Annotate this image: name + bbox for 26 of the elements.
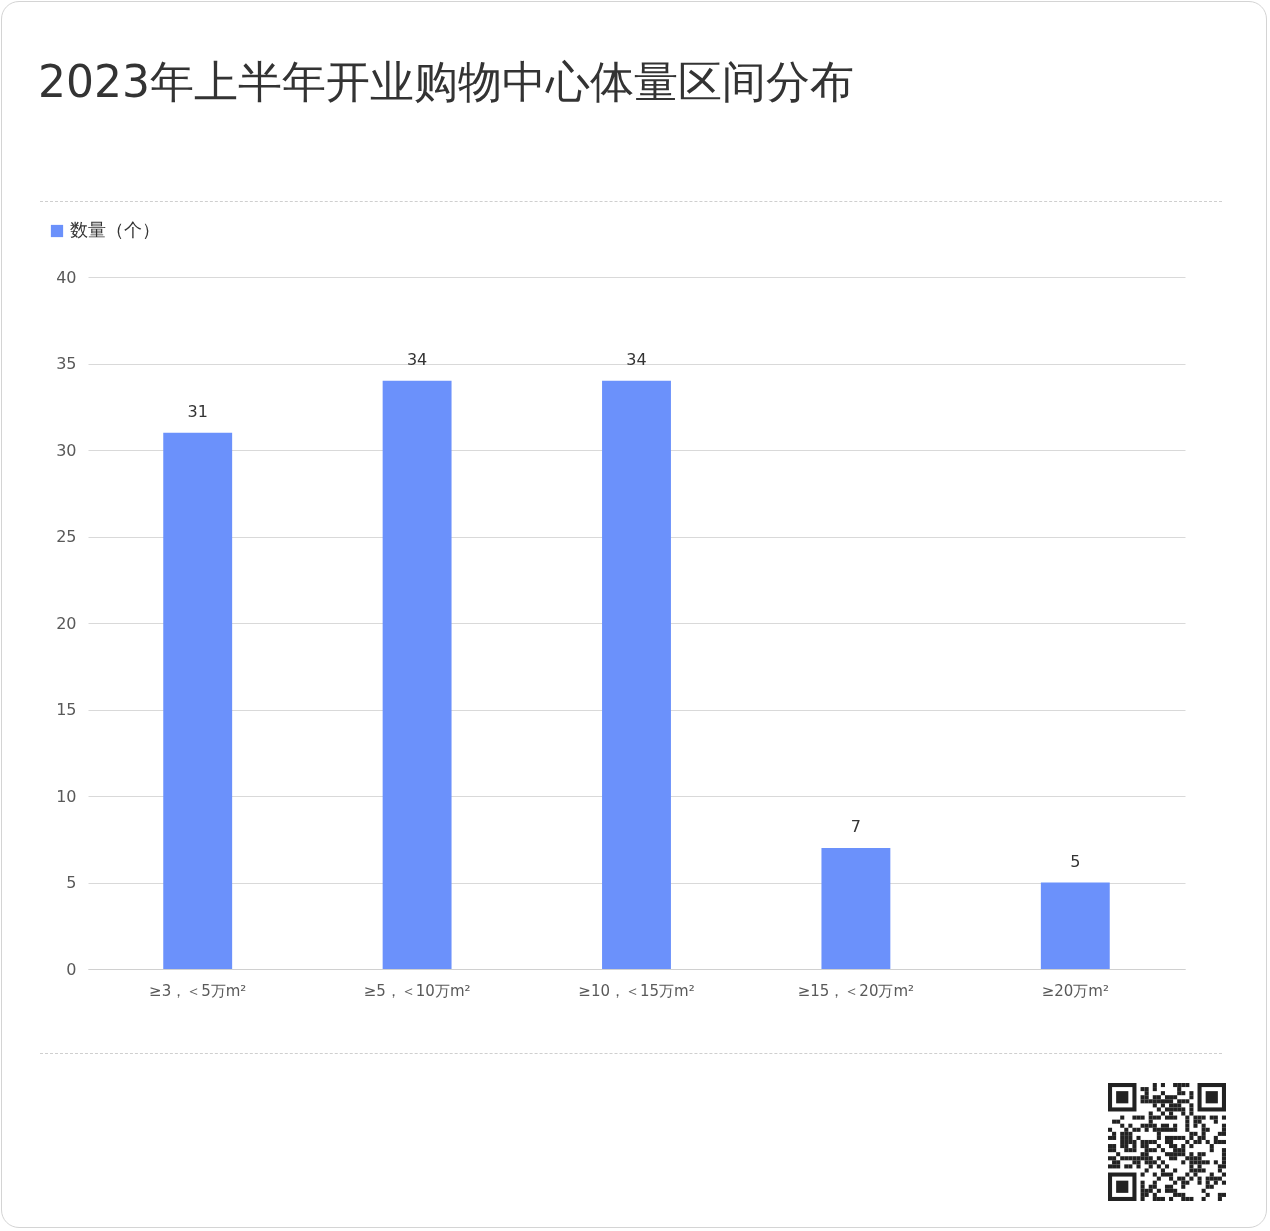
bar: [821, 847, 891, 969]
data-label: 7: [850, 816, 861, 836]
data-label: 5: [1070, 851, 1081, 871]
y-tick-label: 20: [56, 613, 77, 633]
bar: [602, 380, 671, 969]
bar: [1040, 882, 1110, 969]
y-tick-label: 5: [66, 873, 77, 892]
chart-title: 2023年上半年开业购物中心体量区间分布: [38, 56, 854, 109]
y-tick-label: 10: [56, 786, 77, 806]
y-tick-label: 25: [56, 527, 77, 546]
x-tick-label: ≥20万m²: [1041, 981, 1109, 1000]
data-label: 31: [187, 401, 208, 421]
y-tick-label: 0: [66, 959, 77, 979]
y-tick-label: 15: [56, 700, 77, 719]
x-tick-label: ≥10，＜15万m²: [578, 981, 695, 1000]
x-tick-label: ≥15，＜20万m²: [797, 981, 915, 1000]
bar: [382, 380, 452, 969]
data-label: 34: [406, 349, 428, 369]
legend-label: 数量（个）: [70, 219, 160, 240]
y-tick-label: 35: [56, 354, 77, 373]
y-tick-label: 40: [56, 267, 77, 287]
bar: [163, 432, 233, 969]
x-tick-label: ≥3，＜5万m²: [149, 981, 247, 1000]
y-tick-label: 30: [56, 440, 77, 460]
data-label: 34: [626, 349, 647, 369]
x-tick-label: ≥5，＜10万m²: [363, 981, 471, 1000]
